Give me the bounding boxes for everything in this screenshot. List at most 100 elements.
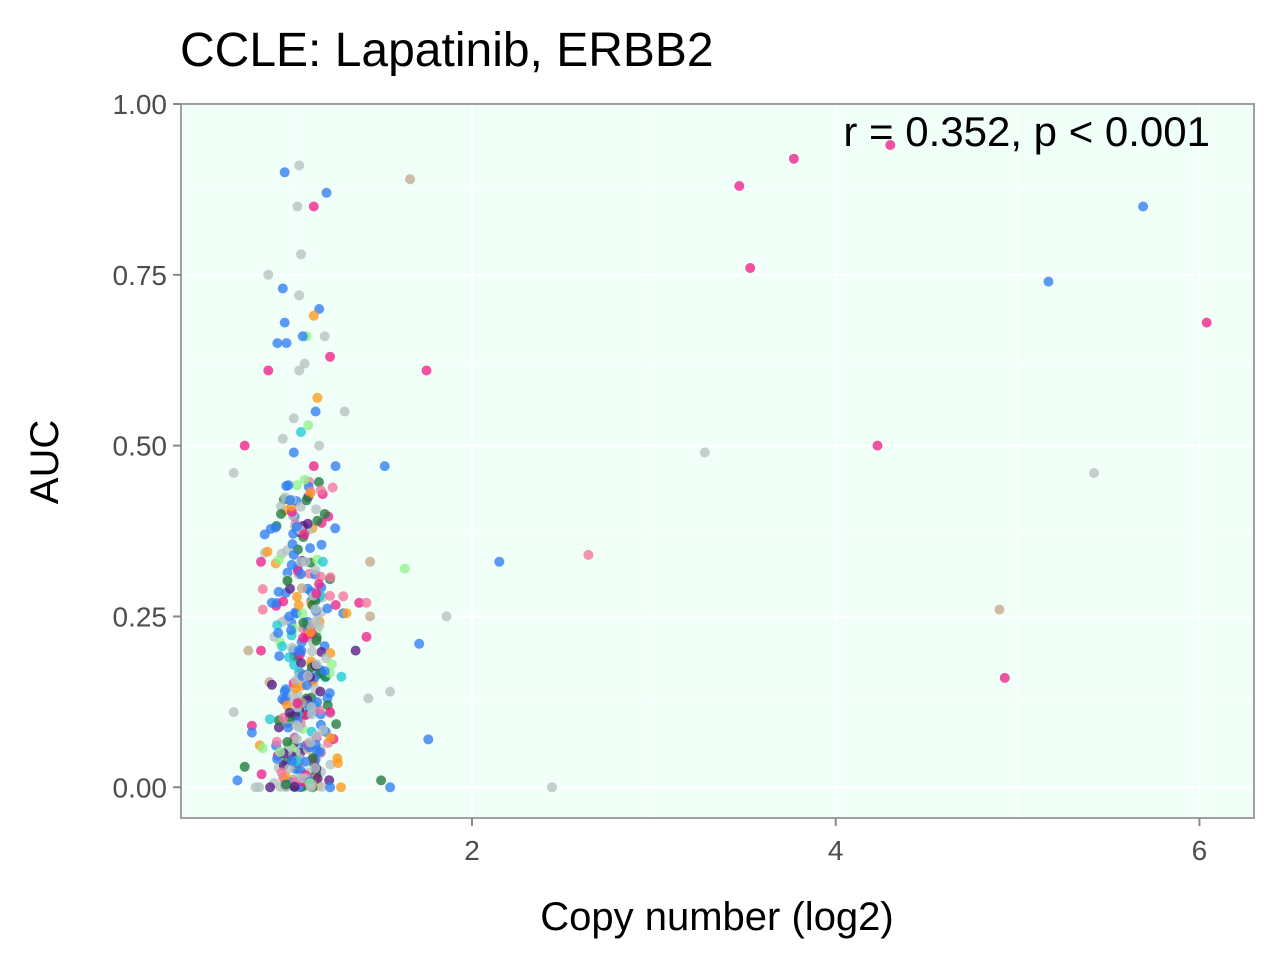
data-point (270, 522, 281, 533)
data-point (314, 705, 325, 715)
data-point (308, 201, 319, 212)
data-point (275, 747, 285, 757)
data-point (306, 782, 316, 793)
data-point (288, 413, 299, 424)
data-point (284, 652, 294, 663)
data-point (414, 638, 425, 649)
data-point (286, 625, 297, 636)
axis-ticks: 0.00 0.25 0.50 0.75 1.00 2 4 6 (113, 89, 1208, 866)
data-point (310, 604, 321, 615)
data-point (256, 645, 266, 656)
data-point (294, 290, 305, 301)
data-point (285, 495, 296, 506)
data-point (274, 651, 285, 662)
data-point (325, 782, 336, 793)
data-point (302, 670, 313, 681)
data-point (327, 482, 338, 493)
data-point (325, 351, 336, 362)
data-point (286, 559, 297, 570)
data-points (228, 140, 1212, 793)
data-point (330, 523, 341, 534)
data-point (326, 659, 337, 670)
data-point (365, 611, 376, 622)
data-point (264, 714, 275, 725)
data-point (314, 440, 325, 451)
data-point (288, 447, 299, 458)
data-point (699, 447, 710, 458)
data-point (291, 480, 302, 491)
data-point (385, 782, 396, 793)
data-point (1201, 317, 1212, 328)
data-point (365, 556, 376, 567)
data-point (292, 591, 302, 602)
data-point (273, 722, 284, 733)
data-point (292, 720, 302, 731)
data-point (297, 331, 308, 342)
data-point (292, 698, 303, 709)
data-point (283, 722, 294, 733)
data-point (273, 554, 284, 565)
data-point (322, 603, 333, 614)
data-point (302, 518, 313, 529)
data-point (299, 358, 310, 369)
data-point (271, 736, 282, 747)
data-point (311, 635, 322, 646)
data-point (336, 782, 346, 793)
data-point (257, 584, 268, 595)
data-point (232, 775, 243, 786)
data-point (341, 608, 352, 619)
data-point (305, 627, 316, 638)
data-point (338, 591, 349, 602)
plot-panel (181, 104, 1254, 818)
data-point (228, 468, 239, 478)
data-point (379, 461, 390, 472)
data-point (272, 338, 283, 349)
data-point (239, 440, 250, 451)
data-point (788, 153, 799, 164)
x-tick-label: 4 (828, 835, 844, 866)
data-point (315, 485, 326, 496)
data-point (277, 283, 288, 294)
y-tick-label: 0.50 (113, 431, 168, 462)
data-point (281, 481, 292, 491)
data-point (296, 583, 307, 594)
data-point (243, 645, 254, 656)
data-point (423, 734, 434, 745)
data-point (284, 763, 295, 774)
data-point (314, 579, 324, 590)
data-point (239, 761, 250, 772)
data-point (1138, 201, 1149, 212)
data-point (256, 556, 266, 567)
data-point (307, 646, 317, 657)
data-point (363, 693, 374, 704)
data-point (333, 758, 343, 769)
data-point (303, 420, 314, 431)
data-point (279, 167, 290, 178)
data-point (284, 611, 295, 622)
data-point (734, 181, 745, 191)
data-point (296, 427, 306, 437)
data-point (279, 317, 290, 328)
data-point (293, 600, 304, 611)
data-point (311, 659, 322, 670)
data-point (336, 671, 347, 682)
data-point (421, 365, 432, 376)
data-point (306, 709, 317, 720)
data-point (376, 775, 387, 786)
data-point (299, 474, 310, 485)
data-point (308, 461, 319, 472)
data-point (441, 611, 452, 622)
data-point (295, 501, 306, 512)
data-point (325, 707, 336, 718)
data-point (291, 521, 302, 532)
data-point (1043, 276, 1054, 287)
data-point (330, 600, 341, 610)
data-point (583, 549, 594, 560)
data-point (285, 583, 295, 594)
data-point (494, 556, 505, 567)
data-point (277, 641, 288, 652)
data-point (319, 331, 330, 342)
data-point (872, 440, 883, 451)
data-point (288, 549, 299, 560)
